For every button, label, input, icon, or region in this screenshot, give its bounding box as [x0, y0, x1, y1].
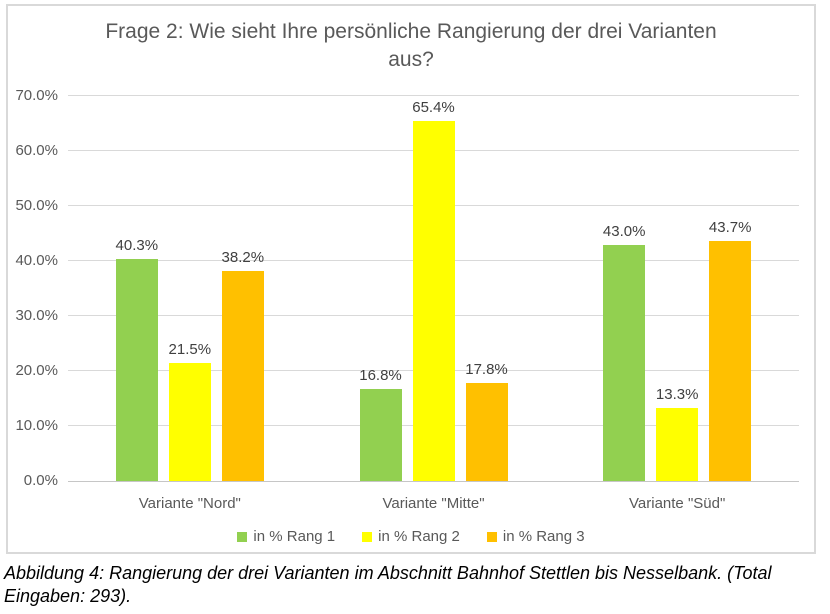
bar-group: 43.0% 13.3% 43.7%: [603, 219, 751, 481]
legend-item: in % Rang 1: [237, 528, 335, 545]
chart-container: Frage 2: Wie sieht Ihre persönliche Rang…: [6, 4, 816, 554]
bar-value-label: 43.7%: [708, 218, 752, 236]
bar: 43.7%: [709, 219, 751, 481]
bar: 65.4%: [412, 99, 455, 481]
bar-value-label: 65.4%: [412, 99, 455, 117]
bar-group: 16.8% 65.4% 17.8%: [359, 99, 508, 481]
bar-value-label: 21.5%: [168, 340, 212, 358]
y-tick-label: 20.0%: [15, 362, 58, 379]
chart-title: Frage 2: Wie sieht Ihre persönliche Rang…: [8, 18, 814, 73]
x-tick-label: Variante "Nord": [138, 495, 241, 512]
chart-title-text: Frage 2: Wie sieht Ihre persönliche Rang…: [105, 20, 717, 71]
bar-value-label: 16.8%: [359, 366, 402, 384]
bar: 40.3%: [116, 237, 158, 481]
y-tick-label: 50.0%: [15, 197, 58, 214]
bar: 13.3%: [656, 386, 698, 481]
y-tick-label: 70.0%: [15, 87, 58, 104]
bar: 43.0%: [603, 223, 645, 481]
x-tick-label: Variante "Süd": [629, 495, 726, 512]
legend-swatch-icon: [362, 531, 373, 542]
bar-value-label: 17.8%: [465, 361, 508, 379]
y-tick-label: 10.0%: [15, 417, 58, 434]
legend-label: in % Rang 3: [502, 528, 585, 545]
y-tick-label: 30.0%: [15, 307, 58, 324]
bar: 16.8%: [359, 367, 402, 481]
legend-item: in % Rang 2: [362, 528, 460, 545]
gridline: [68, 95, 799, 96]
bar-value-label: 40.3%: [115, 237, 159, 255]
y-tick-label: 60.0%: [15, 142, 58, 159]
bar: 17.8%: [465, 361, 508, 481]
legend: in % Rang 1 in % Rang 2 in % Rang 3: [8, 528, 814, 545]
bar: 21.5%: [169, 341, 211, 481]
plot-area: 0.0% 10.0% 20.0% 30.0% 40.0% 50.0% 60.0% 70.0% 4…: [15, 88, 799, 512]
y-tick-label: 0.0%: [23, 472, 58, 489]
bar-value-label: 38.2%: [221, 248, 265, 266]
legend-item: in % Rang 3: [486, 528, 585, 545]
legend-label: in % Rang 2: [378, 528, 460, 545]
x-axis-line: [68, 481, 799, 482]
legend-swatch-icon: [486, 531, 497, 542]
figure-caption: Abbildung 4: Rangierung der drei Variant…: [4, 563, 772, 607]
legend-swatch-icon: [237, 531, 248, 542]
bar-value-label: 43.0%: [602, 222, 646, 240]
legend-label: in % Rang 1: [253, 528, 336, 545]
x-tick-label: Variante "Mitte": [382, 495, 485, 512]
y-tick-label: 40.0%: [15, 252, 58, 269]
bar-value-label: 13.3%: [655, 385, 699, 403]
bar: 38.2%: [222, 249, 264, 481]
bar-group: 40.3% 21.5% 38.2%: [116, 237, 264, 481]
